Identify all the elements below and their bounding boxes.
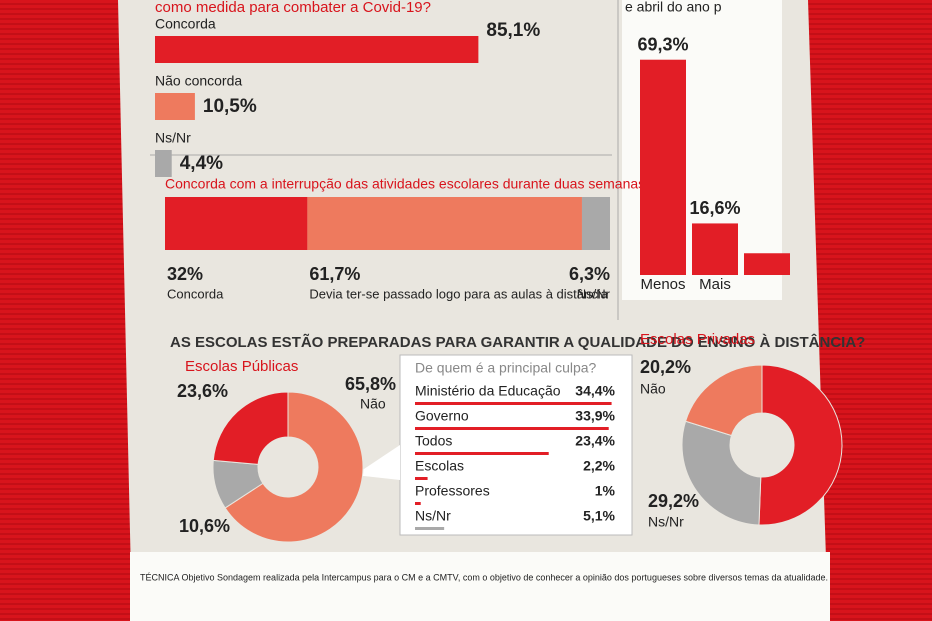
category-label: Não: [360, 396, 386, 412]
bar-segment: [307, 197, 582, 250]
legend-label: Ns/Nr: [577, 286, 611, 301]
value-label: 61,7%: [309, 264, 360, 284]
value-label: 65,8%: [345, 374, 396, 394]
category-label: Não concorda: [155, 73, 242, 89]
section-title: AS ESCOLAS ESTÃO PREPARADAS PARA GARANTI…: [170, 333, 865, 351]
value-label: 85,1%: [486, 20, 540, 41]
pie-slice: [681, 420, 762, 526]
table-title: De quem é a principal culpa?: [415, 360, 597, 376]
pie-slice: [758, 364, 843, 526]
footer-bg: [130, 552, 830, 621]
chart-title: e abril do ano p: [625, 0, 722, 15]
value-label: 10,5%: [203, 96, 257, 117]
bar: [415, 477, 428, 480]
chart-title: como medida para combater a Covid-19?: [155, 0, 431, 16]
bar: [155, 36, 479, 63]
row-value: 5,1%: [583, 508, 615, 524]
pie-slice: [212, 391, 289, 465]
value-label: 10,6%: [179, 516, 230, 536]
category-label: Ns/Nr: [155, 130, 191, 146]
category-label: Concorda: [155, 16, 216, 32]
bar: [155, 150, 172, 177]
row-label: Ns/Nr: [415, 508, 451, 524]
row-value: 34,4%: [575, 383, 615, 399]
bar: [155, 93, 195, 120]
bar-segment: [581, 197, 610, 250]
value-label: 29,2%: [648, 491, 699, 511]
bar: [415, 427, 609, 430]
value-label: 23,6%: [177, 381, 228, 401]
bar: [640, 59, 686, 275]
value-label: 16,6%: [689, 198, 740, 218]
bar: [415, 452, 549, 455]
chart-subtitle: Escolas Privadas: [640, 331, 755, 348]
value-label: 6,3%: [569, 264, 610, 284]
value-label: 20,2%: [640, 357, 691, 377]
bar: [415, 402, 612, 405]
value-label: 69,3%: [637, 34, 688, 54]
pie-slice: [684, 364, 763, 437]
row-label: Professores: [415, 483, 490, 499]
category-label: Não: [640, 381, 666, 397]
value-label: 4,4%: [180, 153, 223, 174]
pie-slice: [224, 391, 364, 543]
row-label: Ministério da Educação: [415, 383, 561, 399]
row-label: Todos: [415, 433, 452, 449]
bar: [415, 502, 421, 505]
bar: [692, 223, 738, 275]
bar-segment: [165, 197, 308, 250]
row-value: 2,2%: [583, 458, 615, 474]
row-label: Governo: [415, 408, 469, 424]
category-label: Mais: [699, 276, 731, 293]
legend-label: Concorda: [167, 286, 224, 301]
pointer: [355, 445, 400, 480]
row-value: 1%: [595, 483, 616, 499]
legend-label: Devia ter-se passado logo para as aulas …: [309, 286, 608, 301]
table-box: [399, 354, 633, 536]
category-label: Menos: [640, 276, 685, 293]
chart-title: Concorda com a interrupção das atividade…: [165, 176, 653, 192]
row-value: 23,4%: [575, 433, 615, 449]
footer-note: TÉCNICA Objetivo Sondagem realizada pela…: [140, 572, 828, 582]
bar: [415, 527, 445, 530]
value-label: 32%: [167, 264, 203, 284]
row-value: 33,9%: [575, 408, 615, 424]
bar: [744, 253, 790, 275]
chart-subtitle: Escolas Públicas: [185, 358, 298, 375]
category-label: Ns/Nr: [648, 514, 684, 530]
row-label: Escolas: [415, 458, 464, 474]
